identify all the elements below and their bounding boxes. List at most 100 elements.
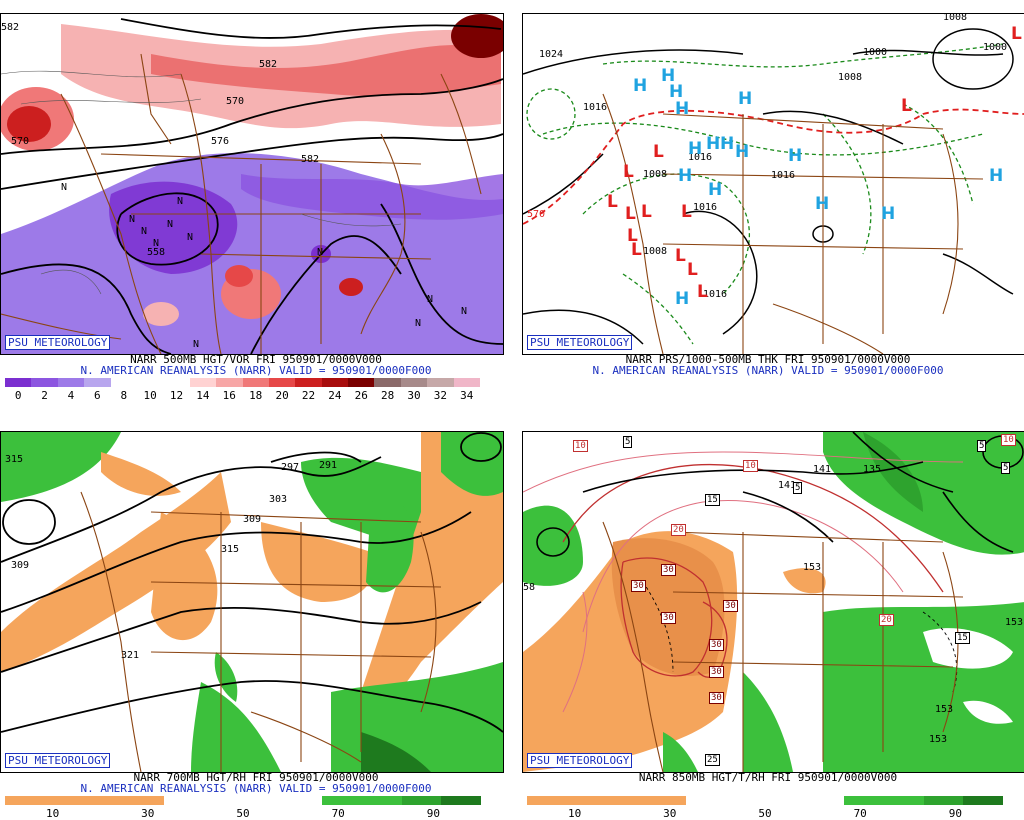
map-700mb-graphics xyxy=(1,432,503,772)
high-symbol: H xyxy=(881,204,896,224)
temp-label: 30 xyxy=(709,639,724,651)
contour-label: 153 xyxy=(929,734,948,745)
low-symbol: L xyxy=(697,282,708,302)
panel-500mb-vorticity: 558 570 570 576 582 582 582 N N N N N N … xyxy=(0,0,512,410)
map-500mb: 558 570 570 576 582 582 582 N N N N N N … xyxy=(0,13,504,355)
high-symbol: H xyxy=(675,289,690,309)
colorbar-segment xyxy=(5,796,45,805)
colorbar-tick-label: 24 xyxy=(328,389,342,402)
low-symbol: L xyxy=(675,246,686,266)
colorbar-segment xyxy=(453,378,481,387)
panel-title: NARR 850MB HGT/T/RH FRI 950901/0000V000 xyxy=(638,771,898,784)
vorticity-symbol: N xyxy=(317,247,324,258)
colorbar-tick-label: 8 xyxy=(120,389,128,402)
high-symbol: H xyxy=(661,66,676,86)
vorticity-symbol: N xyxy=(187,232,194,243)
colorbar-segment xyxy=(84,378,111,387)
panel-pressure-thickness: 1024 1016 1016 1016 1016 1008 1008 1008 … xyxy=(512,0,1024,410)
colorbar-segment xyxy=(282,796,323,805)
colorbar-segment xyxy=(57,378,85,387)
temp-label: 30 xyxy=(661,612,676,624)
colorbar xyxy=(5,796,482,805)
temp-label: 10 xyxy=(743,460,758,472)
colorbar-segment xyxy=(84,796,125,805)
colorbar-segment xyxy=(401,796,442,805)
colorbar-segment xyxy=(923,796,964,805)
low-symbol: L xyxy=(1011,24,1022,44)
contour-label: 1016 xyxy=(688,152,713,163)
colorbar-segment xyxy=(243,796,283,805)
colorbar-ticks: 10 30 50 70 90 xyxy=(5,807,481,820)
panel-title: NARR 500MB HGT/VOR FRI 950901/0000V000 xyxy=(130,353,382,366)
high-symbol: H xyxy=(989,166,1004,186)
contour-label: 141 xyxy=(813,464,832,475)
contour-label: 1000 xyxy=(863,47,888,58)
colorbar-segment xyxy=(606,796,647,805)
colorbar-tick-label: 10 xyxy=(45,807,60,820)
contour-label: 1008 xyxy=(943,13,968,23)
temp-label: 10 xyxy=(573,440,588,452)
colorbar-segment xyxy=(646,796,686,805)
colorbar-tick-label: 34 xyxy=(460,389,474,402)
colorbar-segment xyxy=(725,796,766,805)
low-symbol: L xyxy=(687,260,698,280)
low-symbol: L xyxy=(901,96,912,116)
contour-label: 153 xyxy=(935,704,954,715)
contour-label: 1008 xyxy=(643,169,668,180)
colorbar-tick-label: 2 xyxy=(41,389,48,402)
contour-label: 558 xyxy=(147,247,166,258)
contour-label: 297 xyxy=(281,462,300,473)
colorbar-segment xyxy=(268,378,296,387)
temp-label: 15 xyxy=(705,494,720,506)
contour-label: 291 xyxy=(319,460,338,471)
contour-label: 1008 xyxy=(643,246,668,257)
temp-label: 10 xyxy=(1001,434,1016,446)
vorticity-symbol: N xyxy=(461,306,468,317)
panel-subtitle: N. AMERICAN REANALYSIS (NARR) VALID = 95… xyxy=(592,364,944,377)
psu-logo: PSU METEOROLOGY xyxy=(527,335,633,350)
vorticity-symbol: N xyxy=(167,219,174,230)
psu-logo: PSU METEOROLOGY xyxy=(5,335,111,350)
panel-subtitle: N. AMERICAN REANALYSIS (NARR) VALID = 95… xyxy=(80,782,432,795)
colorbar-tick-label: 10 xyxy=(143,389,157,402)
contour-label: 1000 xyxy=(983,42,1008,53)
temp-label: 15 xyxy=(955,632,970,644)
temp-label: 30 xyxy=(709,692,724,704)
contour-label: 303 xyxy=(269,494,288,505)
colorbar-segment xyxy=(321,378,349,387)
contour-label: 1016 xyxy=(703,289,728,300)
map-pressure-graphics xyxy=(523,28,1024,354)
panel-title: NARR 700MB HGT/RH FRI 950901/0000V000 xyxy=(133,771,379,784)
colorbar-tick-label: 26 xyxy=(354,389,368,402)
colorbar-segment xyxy=(963,796,1004,805)
high-symbol: H xyxy=(735,142,750,162)
colorbar-tick-label: 14 xyxy=(196,389,210,402)
colorbar-tick-label: 4 xyxy=(67,389,75,402)
contour-label: 58 xyxy=(523,582,536,593)
contour-label: 153 xyxy=(1005,617,1024,628)
temp-label: 25 xyxy=(705,754,720,766)
low-symbol: L xyxy=(625,204,636,224)
colorbar-tick-label: 32 xyxy=(433,389,448,402)
colorbar-segment xyxy=(5,378,32,387)
colorbar-tick-label: 90 xyxy=(426,807,441,820)
colorbar-segment xyxy=(362,796,402,805)
high-symbol: H xyxy=(708,180,723,200)
colorbar-segment xyxy=(136,378,164,387)
colorbar-tick-label: 30 xyxy=(407,389,421,402)
colorbar-tick-label: 18 xyxy=(249,389,263,402)
colorbar-segment xyxy=(566,796,607,805)
colorbar-segment xyxy=(295,378,322,387)
contour-label: 315 xyxy=(5,454,24,465)
high-symbol: H xyxy=(678,166,693,186)
contour-label: 1016 xyxy=(771,170,796,181)
high-symbol: H xyxy=(788,146,803,166)
contour-label: 1024 xyxy=(539,49,564,60)
low-symbol: L xyxy=(681,202,692,222)
vorticity-symbol: N xyxy=(61,182,68,193)
low-symbol: L xyxy=(607,192,618,212)
colorbar-tick-label: 30 xyxy=(663,807,677,820)
colorbar-segment xyxy=(441,796,482,805)
temp-label: 5 xyxy=(793,482,803,494)
colorbar-tick-label: 70 xyxy=(853,807,867,820)
